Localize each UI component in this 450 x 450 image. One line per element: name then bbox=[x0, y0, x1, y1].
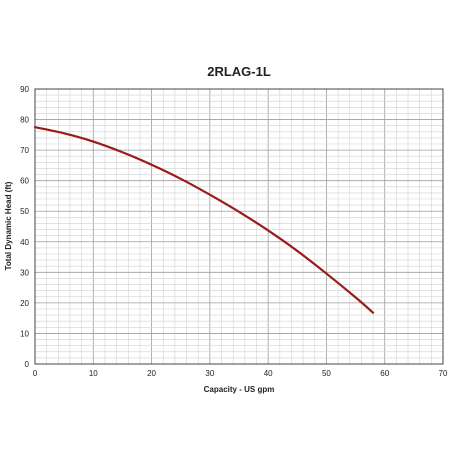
y-tick-label: 70 bbox=[20, 146, 29, 155]
x-tick-label: 10 bbox=[89, 369, 98, 378]
x-tick-label: 50 bbox=[322, 369, 331, 378]
x-tick-label: 0 bbox=[33, 369, 38, 378]
plot-frame bbox=[34, 88, 444, 365]
y-tick-label: 10 bbox=[20, 329, 29, 338]
y-tick-label: 0 bbox=[25, 360, 30, 369]
chart-title: 2RLAG-1L bbox=[207, 64, 271, 79]
x-tick-label: 20 bbox=[147, 369, 156, 378]
y-tick-label: 90 bbox=[20, 85, 29, 94]
pump-curve-line bbox=[33, 126, 375, 314]
y-tick-label: 80 bbox=[20, 116, 29, 125]
y-axis-label: Total Dynamic Head (ft) bbox=[4, 181, 13, 270]
y-tick-label: 20 bbox=[20, 299, 29, 308]
x-tick-label: 70 bbox=[439, 369, 448, 378]
y-tick-label: 30 bbox=[20, 268, 29, 277]
x-axis-label: Capacity - US gpm bbox=[204, 385, 275, 394]
tick-labels: 0 10 20 30 40 50 60 70 0 10 20 30 40 50 60 70 80 90 bbox=[20, 85, 448, 378]
series-layer bbox=[33, 126, 375, 314]
y-tick-label: 60 bbox=[20, 177, 29, 186]
y-tick-label: 40 bbox=[20, 238, 29, 247]
x-tick-label: 30 bbox=[205, 369, 214, 378]
y-tick-label: 50 bbox=[20, 207, 29, 216]
x-tick-label: 40 bbox=[264, 369, 273, 378]
x-tick-label: 60 bbox=[380, 369, 389, 378]
